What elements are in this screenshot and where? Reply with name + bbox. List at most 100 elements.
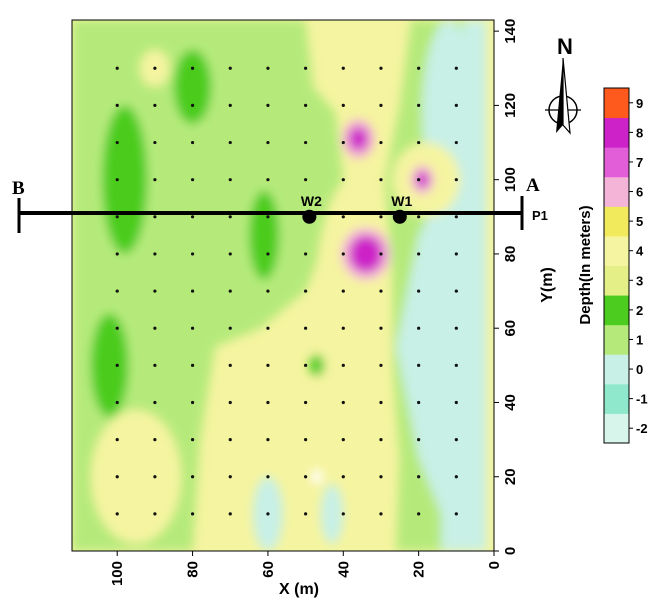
sample-point	[190, 512, 195, 516]
sample-point	[417, 400, 421, 405]
north-arrow-label: N	[557, 34, 573, 59]
colorbar-swatch	[604, 176, 629, 207]
colorbar-swatch	[604, 324, 629, 355]
profile-line-p1: B A P1	[12, 175, 548, 233]
sample-point	[304, 178, 308, 182]
sample-point	[228, 289, 232, 293]
sample-point	[341, 326, 345, 330]
sample-point	[266, 103, 270, 108]
contour-region-22	[311, 469, 323, 485]
sample-point	[341, 140, 345, 145]
colorbar-tick-label: 0	[636, 362, 643, 377]
sample-point	[115, 289, 119, 293]
sample-point	[115, 400, 119, 405]
x-tick-label: 100	[109, 561, 126, 586]
y-tick-label: 100	[502, 167, 519, 192]
x-tick-label: 40	[335, 561, 352, 578]
sample-point	[153, 178, 157, 182]
x-axis-title: X (m)	[279, 581, 319, 598]
sample-point	[304, 103, 308, 108]
x-tick-label: 80	[185, 561, 202, 578]
sample-point	[266, 363, 270, 367]
sample-point	[417, 512, 421, 516]
x-tick-label: 20	[411, 561, 428, 578]
sample-point	[115, 512, 119, 516]
sample-point	[153, 475, 157, 479]
colorbar-tick-label: 2	[636, 303, 643, 318]
contour-region-17	[348, 126, 369, 151]
sample-point	[417, 363, 421, 367]
sample-point	[454, 512, 458, 516]
y-tick-label: 140	[502, 19, 519, 44]
sample-point	[454, 215, 458, 219]
sample-point	[454, 289, 458, 293]
sample-point	[153, 326, 157, 330]
contour-region-5	[90, 313, 129, 418]
sample-point	[115, 178, 119, 182]
profile-end-label-b: B	[12, 178, 25, 199]
contour-region-15	[309, 354, 325, 377]
sample-point	[454, 400, 458, 405]
sample-point	[304, 289, 308, 293]
sample-point	[190, 140, 195, 145]
sample-point	[304, 140, 308, 145]
contour-region-11	[90, 409, 182, 544]
sample-point	[341, 400, 345, 405]
sample-point	[190, 326, 195, 330]
colorbar-swatch	[604, 206, 629, 237]
sample-point	[417, 475, 421, 479]
sample-point	[228, 140, 232, 145]
sample-point	[341, 103, 345, 108]
sample-point	[190, 215, 195, 219]
sample-point	[115, 252, 119, 256]
sample-point	[304, 66, 308, 70]
sample-point	[341, 475, 345, 479]
sample-point	[266, 400, 270, 405]
sample-point	[379, 252, 383, 256]
colorbar-tick-label: -2	[636, 421, 648, 436]
sample-point	[228, 363, 232, 367]
sample-point	[266, 289, 270, 293]
sample-point	[228, 178, 232, 182]
sample-point	[379, 326, 383, 330]
sample-point	[228, 475, 232, 479]
sample-point	[454, 66, 458, 70]
sample-point	[379, 140, 383, 145]
sample-point	[228, 512, 232, 516]
sample-point	[304, 400, 308, 405]
sample-point	[454, 475, 458, 479]
y-tick-label: 80	[502, 246, 519, 263]
sample-point	[153, 103, 157, 108]
sample-point	[266, 475, 270, 479]
sample-point	[341, 438, 345, 442]
sample-point	[341, 363, 345, 367]
sample-point	[190, 252, 195, 256]
sample-point	[266, 215, 270, 219]
sample-point	[379, 289, 383, 293]
sample-point	[115, 326, 119, 330]
sample-point	[115, 215, 119, 219]
sample-point	[379, 66, 383, 70]
sample-point	[417, 215, 421, 219]
contour-region-9	[320, 484, 344, 544]
colorbar-swatch	[604, 88, 629, 119]
colorbar-swatch	[604, 413, 629, 444]
sample-point	[304, 363, 308, 367]
sample-point	[341, 66, 345, 70]
sample-point	[153, 512, 157, 516]
sample-point	[190, 363, 195, 367]
y-tick-label: 60	[502, 320, 519, 337]
sample-point	[304, 326, 308, 330]
well-marker	[392, 209, 407, 224]
sample-point	[190, 289, 195, 293]
sample-point	[454, 252, 458, 256]
sample-point	[266, 140, 270, 145]
colorbar-frame	[603, 87, 630, 444]
colorbar-tick-label: 6	[636, 185, 643, 200]
contour-region-4	[102, 105, 148, 254]
contour-region-21	[348, 235, 383, 273]
sample-point	[153, 400, 157, 405]
sample-point	[379, 363, 383, 367]
colorbar-tick-label: 4	[636, 244, 644, 259]
colorbar-tick-label: -1	[636, 392, 648, 407]
